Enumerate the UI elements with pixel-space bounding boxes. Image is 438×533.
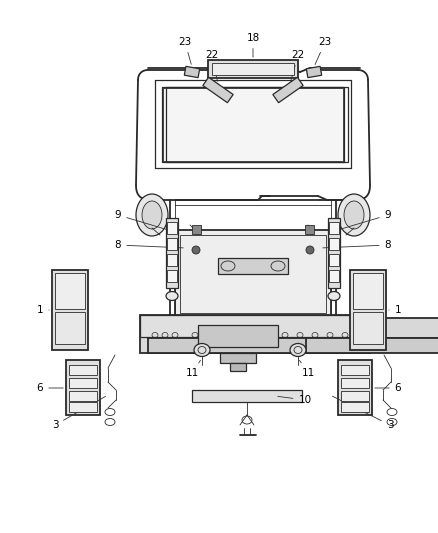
- Bar: [184, 66, 200, 78]
- Bar: [69, 402, 97, 412]
- Bar: [148, 338, 358, 353]
- Bar: [341, 378, 369, 388]
- Bar: [306, 66, 321, 78]
- Bar: [218, 258, 288, 274]
- Bar: [162, 87, 344, 162]
- Ellipse shape: [306, 246, 314, 254]
- Bar: [230, 363, 246, 371]
- Text: 23: 23: [178, 37, 192, 64]
- Text: 1: 1: [37, 305, 49, 315]
- Bar: [148, 318, 370, 353]
- Bar: [306, 338, 438, 353]
- Bar: [341, 402, 369, 412]
- Bar: [167, 222, 177, 234]
- Bar: [329, 222, 339, 234]
- Ellipse shape: [136, 194, 168, 236]
- Text: 6: 6: [375, 383, 401, 393]
- Text: 9: 9: [334, 210, 391, 231]
- Text: 22: 22: [205, 50, 219, 81]
- Bar: [353, 312, 383, 344]
- Bar: [140, 315, 368, 353]
- Text: 8: 8: [323, 240, 391, 250]
- Text: 1: 1: [389, 305, 401, 315]
- Bar: [163, 88, 343, 161]
- Bar: [220, 353, 256, 363]
- Bar: [166, 218, 178, 288]
- Ellipse shape: [338, 194, 370, 236]
- Bar: [166, 87, 348, 162]
- Text: 11: 11: [185, 360, 201, 378]
- Bar: [208, 60, 298, 78]
- Bar: [180, 235, 326, 313]
- Bar: [329, 270, 339, 282]
- Bar: [350, 270, 386, 350]
- Bar: [192, 225, 201, 234]
- Bar: [328, 218, 340, 288]
- Bar: [69, 378, 97, 388]
- Bar: [273, 77, 303, 103]
- Bar: [306, 318, 438, 338]
- Text: 8: 8: [115, 240, 183, 250]
- Bar: [192, 390, 302, 402]
- Text: 10: 10: [278, 395, 311, 405]
- Bar: [55, 273, 85, 309]
- Bar: [66, 360, 100, 415]
- Bar: [162, 87, 344, 162]
- Bar: [353, 273, 383, 309]
- Ellipse shape: [166, 292, 178, 301]
- Bar: [69, 391, 97, 401]
- Bar: [341, 391, 369, 401]
- Text: 22: 22: [291, 50, 304, 82]
- Bar: [167, 270, 177, 282]
- Text: 3: 3: [332, 396, 393, 430]
- Bar: [203, 77, 233, 103]
- Text: 18: 18: [246, 33, 260, 57]
- Ellipse shape: [142, 201, 162, 229]
- Ellipse shape: [328, 292, 340, 301]
- Ellipse shape: [192, 246, 200, 254]
- Bar: [167, 238, 177, 250]
- Text: 6: 6: [37, 383, 63, 393]
- Text: 9: 9: [115, 210, 172, 231]
- Bar: [341, 365, 369, 375]
- Bar: [198, 325, 278, 347]
- Bar: [329, 254, 339, 266]
- Bar: [55, 312, 85, 344]
- Bar: [140, 315, 368, 337]
- Bar: [148, 318, 358, 338]
- Bar: [212, 63, 294, 75]
- Bar: [167, 254, 177, 266]
- Ellipse shape: [290, 343, 306, 357]
- Text: 11: 11: [300, 360, 314, 378]
- Bar: [52, 270, 88, 350]
- Bar: [69, 365, 97, 375]
- Bar: [305, 225, 314, 234]
- Bar: [329, 238, 339, 250]
- Text: 23: 23: [315, 37, 332, 64]
- Text: 3: 3: [52, 397, 106, 430]
- Ellipse shape: [194, 343, 210, 357]
- Ellipse shape: [344, 201, 364, 229]
- Bar: [175, 230, 331, 318]
- Bar: [338, 360, 372, 415]
